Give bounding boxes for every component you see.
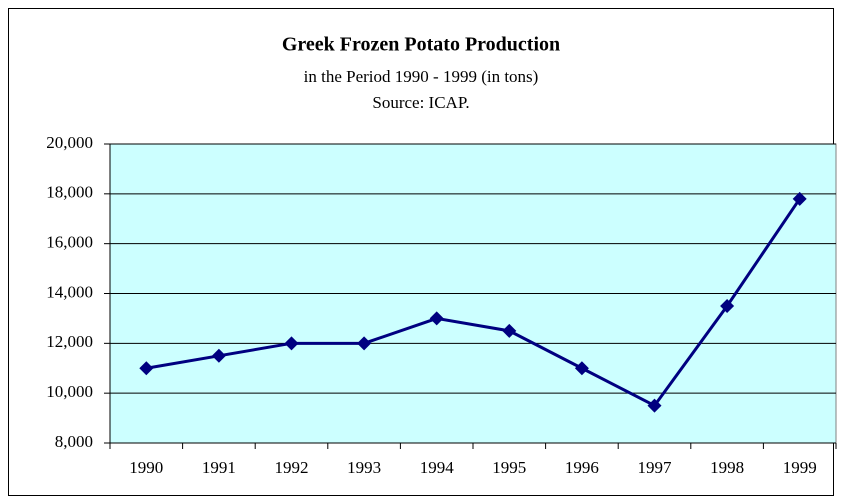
x-tick-label: 1992 [275, 458, 309, 477]
x-tick-label: 1993 [347, 458, 381, 477]
y-tick-label: 20,000 [46, 133, 93, 152]
data-point [647, 398, 662, 413]
data-point [139, 361, 154, 376]
data-point [429, 311, 444, 326]
data-point [211, 348, 226, 363]
data-point [284, 336, 299, 351]
y-tick-label: 18,000 [46, 183, 93, 202]
chart-source: Source: ICAP. [372, 93, 469, 112]
y-tick-label: 16,000 [46, 233, 93, 252]
x-tick-label: 1990 [129, 458, 163, 477]
x-tick-label: 1996 [565, 458, 599, 477]
y-tick-label: 14,000 [46, 282, 93, 301]
x-tick-label: 1995 [492, 458, 526, 477]
x-tick-label: 1994 [420, 458, 455, 477]
y-tick-label: 8,000 [55, 432, 93, 451]
chart-title: Greek Frozen Potato Production [282, 34, 560, 56]
data-point [792, 191, 807, 206]
data-point [357, 336, 372, 351]
data-line [146, 197, 801, 408]
chart-subtitle: in the Period 1990 - 1999 (in tons) [304, 67, 539, 86]
x-tick-label: 1991 [202, 458, 236, 477]
x-tick-label: 1997 [638, 458, 673, 477]
y-tick-label: 12,000 [46, 332, 93, 351]
data-point [574, 361, 589, 376]
data-point [502, 323, 517, 338]
x-tick-label: 1998 [710, 458, 744, 477]
data-point [720, 298, 735, 313]
y-tick-label: 10,000 [46, 382, 93, 401]
x-tick-label: 1999 [783, 458, 817, 477]
